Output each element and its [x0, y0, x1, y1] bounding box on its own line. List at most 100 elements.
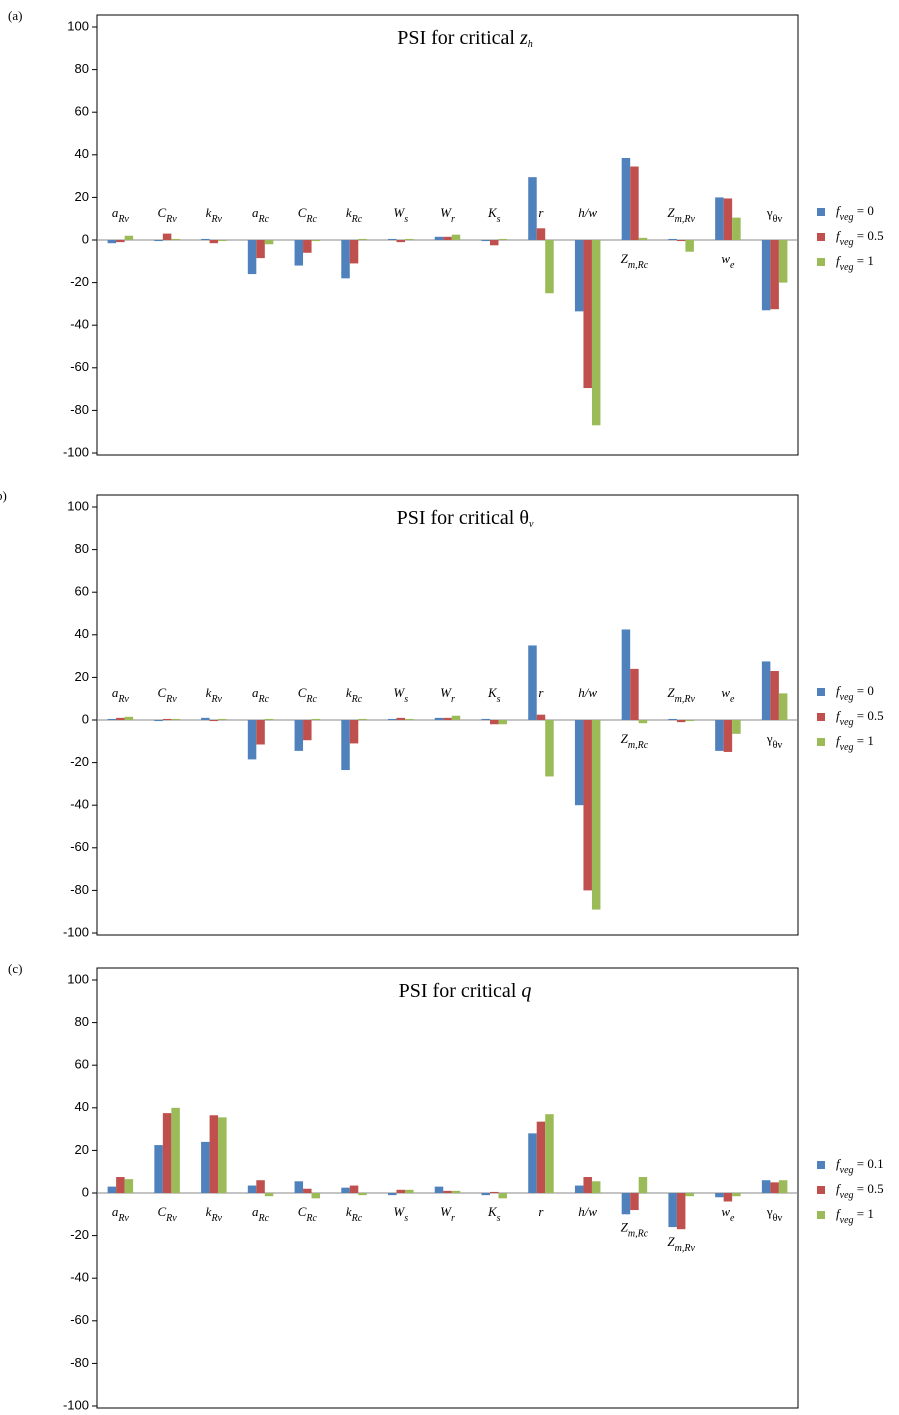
y-tick-label: 60: [75, 584, 89, 599]
bar: [723, 198, 733, 240]
bar: [676, 1193, 686, 1230]
x-tick-label: Zm,Rv: [667, 205, 695, 225]
panel-label: (c): [8, 961, 22, 976]
x-tick-label: CRc: [298, 685, 318, 705]
x-tick-label: h/w: [578, 685, 597, 700]
legend-swatch: [817, 713, 825, 721]
x-tick-label: Zm,Rv: [667, 685, 695, 705]
bar: [778, 240, 788, 283]
bar: [778, 693, 788, 720]
bar: [591, 240, 601, 426]
plot-frame: [96, 14, 799, 456]
bar: [294, 720, 304, 751]
bar: [154, 1145, 163, 1193]
x-tick-label: r: [538, 1204, 544, 1219]
y-tick-label: 80: [75, 541, 89, 556]
y-tick-label: 60: [75, 104, 89, 119]
bar: [668, 718, 677, 720]
x-tick-label: r: [538, 205, 544, 220]
bar: [218, 1117, 227, 1193]
bar: [732, 217, 741, 240]
legend-label: fveg = 1: [836, 733, 874, 753]
bar: [638, 237, 648, 240]
bar: [630, 1193, 639, 1211]
bar: [154, 240, 163, 242]
y-tick-label: -80: [70, 402, 89, 417]
bar: [638, 720, 648, 724]
bar: [498, 720, 507, 725]
x-tick-label: Wr: [440, 685, 455, 705]
bar: [528, 645, 537, 720]
bar: [545, 720, 554, 777]
y-tick-label: 100: [67, 971, 89, 986]
x-tick-label: Ws: [393, 205, 408, 225]
bar: [358, 1193, 367, 1196]
bar: [116, 240, 125, 243]
bar: [451, 234, 461, 240]
bar: [591, 720, 601, 910]
y-tick-label: 0: [82, 1184, 89, 1199]
bar: [311, 718, 321, 720]
bar: [583, 1177, 592, 1193]
bar: [732, 1193, 741, 1197]
x-tick-label: h/w: [578, 205, 597, 220]
bar: [349, 240, 359, 264]
y-tick-label: 60: [75, 1057, 89, 1072]
bar: [481, 1193, 490, 1196]
bar: [685, 1193, 694, 1197]
bar: [434, 1186, 444, 1193]
bar: [723, 1193, 733, 1202]
x-tick-label: CRv: [157, 685, 177, 705]
y-tick-label: -60: [70, 1312, 89, 1327]
bar: [536, 1121, 546, 1193]
bar: [124, 235, 134, 240]
y-tick-label: 40: [75, 626, 89, 641]
bar: [247, 240, 257, 275]
bar: [545, 240, 554, 294]
bar: [621, 157, 631, 240]
bar: [209, 720, 219, 722]
x-tick-label: Wr: [440, 205, 455, 225]
bar: [124, 716, 134, 720]
bar: [171, 238, 180, 240]
bar: [732, 720, 741, 734]
y-tick-label: -60: [70, 839, 89, 854]
bar: [162, 1113, 172, 1193]
bar: [256, 1180, 265, 1193]
x-tick-label: Ws: [393, 1204, 408, 1224]
bar: [124, 1179, 134, 1193]
bar: [761, 1180, 771, 1193]
y-tick-label: -100: [63, 444, 89, 459]
y-tick-label: 80: [75, 61, 89, 76]
bar: [247, 720, 257, 760]
bar: [778, 1180, 788, 1193]
bar: [443, 236, 452, 240]
x-tick-label: aRv: [112, 205, 130, 225]
bar: [388, 238, 397, 240]
x-tick-label: kRv: [206, 1204, 223, 1224]
legend-swatch: [817, 1186, 825, 1194]
bar: [256, 720, 265, 745]
bar: [341, 720, 350, 771]
x-tick-label: we: [721, 251, 735, 271]
bar: [528, 177, 537, 240]
x-tick-label: CRv: [157, 1204, 177, 1224]
bar: [264, 718, 274, 720]
bar: [201, 1141, 210, 1193]
x-tick-label: Zm,Rv: [667, 1234, 695, 1254]
legend-label: fveg = 0.5: [836, 1181, 884, 1201]
chart-title: PSI for critical θv: [397, 507, 534, 530]
bar: [218, 240, 227, 242]
bar: [294, 240, 304, 266]
bar: [396, 717, 406, 720]
x-tick-label: h/w: [578, 1204, 597, 1219]
chart-title: PSI for critical zh: [397, 27, 533, 50]
legend-label: fveg = 0.5: [836, 708, 884, 728]
x-tick-label: CRc: [298, 205, 318, 225]
bar: [489, 1191, 499, 1193]
bar: [264, 240, 274, 245]
bar: [358, 718, 367, 720]
bar: [107, 718, 117, 720]
